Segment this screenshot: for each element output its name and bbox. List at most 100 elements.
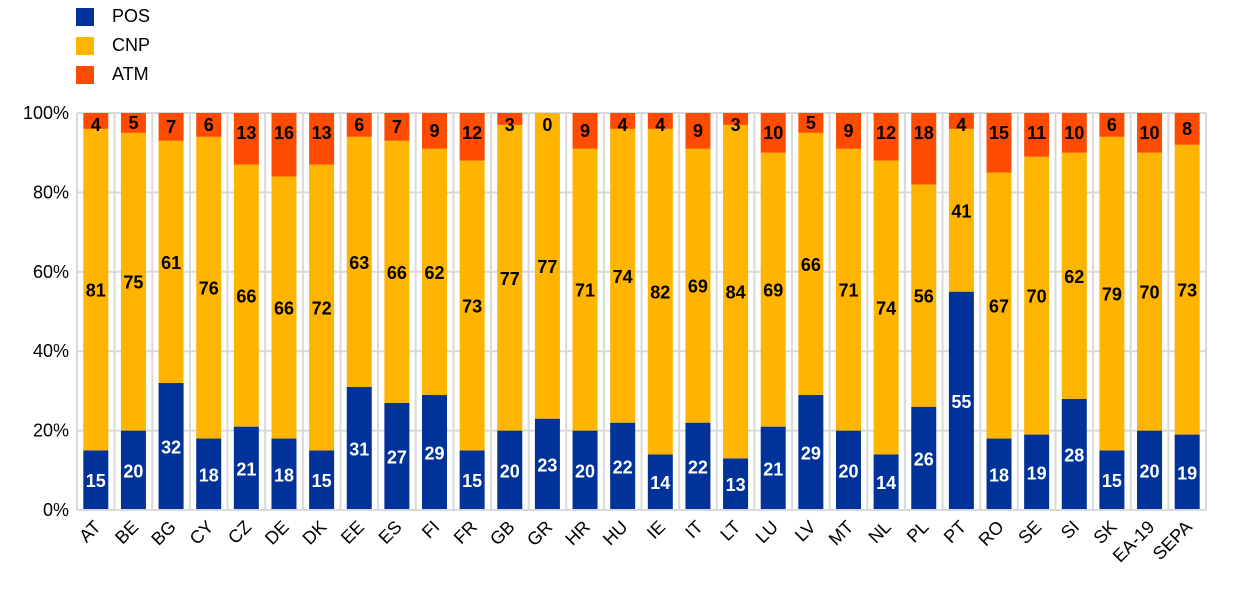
y-tick-label: 40%	[33, 341, 69, 361]
data-label-atm: 4	[618, 115, 628, 135]
data-label-atm: 5	[806, 113, 816, 133]
bar-pos-ee	[346, 386, 372, 510]
data-label-atm: 9	[843, 121, 853, 141]
bar-atm-be	[120, 113, 146, 133]
x-tick-label: NL	[865, 517, 895, 547]
bar-atm-bg	[158, 113, 184, 141]
legend-swatch-cnp	[76, 36, 94, 55]
bar-pos-cy	[196, 438, 222, 510]
data-label-cnp: 69	[688, 277, 708, 297]
bar-atm-lv	[798, 113, 824, 133]
data-label-atm: 9	[693, 121, 703, 141]
data-label-pos: 19	[1177, 463, 1197, 483]
bar-cnp-cz	[233, 164, 259, 427]
legend-swatch-atm	[76, 65, 94, 84]
bar-cnp-hr	[572, 148, 598, 431]
bar-atm-hu	[610, 113, 636, 129]
bar-cnp-ie	[647, 128, 673, 455]
bar-atm-ie	[647, 113, 673, 129]
data-label-cnp: 82	[650, 283, 670, 303]
data-label-cnp: 74	[876, 299, 896, 319]
data-label-cnp: 66	[274, 299, 294, 319]
bar-pos-be	[120, 430, 146, 510]
data-label-cnp: 70	[1140, 283, 1160, 303]
data-label-pos: 20	[838, 461, 858, 481]
data-label-pos: 20	[1140, 461, 1160, 481]
bar-atm-es	[384, 113, 410, 141]
bar-atm-fr	[459, 113, 485, 161]
data-label-pos: 22	[688, 457, 708, 477]
x-tick-label: FI	[418, 517, 443, 542]
bar-atm-de	[271, 113, 297, 177]
data-label-pos: 26	[914, 449, 934, 469]
y-tick-label: 80%	[33, 182, 69, 202]
legend-item-atm: ATM	[76, 60, 150, 89]
bar-atm-cy	[196, 113, 222, 137]
x-tick-label: FR	[450, 517, 481, 548]
data-label-atm: 8	[1182, 119, 1192, 139]
y-tick-label: 100%	[23, 103, 69, 123]
data-label-pos: 29	[425, 443, 445, 463]
bar-cnp-gb	[497, 124, 523, 431]
bar-pos-gb	[497, 430, 523, 510]
bar-cnp-be	[120, 132, 146, 431]
x-tick-label: AT	[75, 517, 104, 546]
data-label-cnp: 62	[425, 263, 445, 283]
data-label-pos: 23	[537, 455, 557, 475]
bar-atm-ee	[346, 113, 372, 137]
bar-atm-se	[1024, 113, 1050, 157]
bar-pos-es	[384, 402, 410, 510]
bar-cnp-nl	[873, 160, 899, 455]
x-tick-label: CY	[186, 517, 218, 549]
data-label-atm: 10	[1140, 123, 1160, 143]
bar-atm-fi	[422, 113, 448, 149]
bar-cnp-hu	[610, 128, 636, 423]
data-label-pos: 20	[575, 461, 595, 481]
bar-cnp-pt	[948, 128, 974, 292]
bar-cnp-bg	[158, 140, 184, 383]
data-label-pos: 18	[199, 465, 219, 485]
data-label-atm: 7	[166, 117, 176, 137]
bar-cnp-it	[685, 148, 711, 423]
data-label-cnp: 70	[1027, 287, 1047, 307]
data-label-cnp: 66	[236, 287, 256, 307]
data-label-atm: 4	[655, 115, 665, 135]
data-label-atm: 18	[914, 123, 934, 143]
data-label-pos: 14	[876, 473, 896, 493]
x-tick-label: IE	[643, 517, 669, 543]
bar-pos-lu	[760, 426, 786, 510]
bar-atm-it	[685, 113, 711, 149]
bar-cnp-at	[83, 128, 109, 451]
data-label-cnp: 61	[161, 253, 181, 273]
data-label-pos: 15	[1102, 471, 1122, 491]
x-tick-label: EA-19	[1109, 517, 1159, 567]
data-label-cnp: 73	[1177, 281, 1197, 301]
legend-item-pos: POS	[76, 2, 150, 31]
bar-pos-si	[1061, 398, 1087, 510]
data-label-atm: 5	[128, 113, 138, 133]
bar-atm-cz	[233, 113, 259, 165]
data-label-atm: 4	[956, 115, 966, 135]
data-label-atm: 6	[204, 115, 214, 135]
data-label-cnp: 63	[349, 253, 369, 273]
legend-swatch-pos	[76, 7, 94, 26]
bar-cnp-ee	[346, 136, 372, 387]
bar-atm-lu	[760, 113, 786, 153]
x-tick-label: MT	[825, 517, 858, 550]
data-label-atm: 13	[312, 123, 332, 143]
bar-pos-cz	[233, 426, 259, 510]
data-label-atm: 9	[580, 121, 590, 141]
x-tick-label: CZ	[224, 517, 255, 548]
data-label-atm: 12	[876, 123, 896, 143]
data-label-cnp: 73	[462, 297, 482, 317]
data-label-atm: 6	[1107, 115, 1117, 135]
bar-pos-at	[83, 450, 109, 510]
bar-atm-lt	[723, 113, 749, 125]
bar-pos-pl	[911, 406, 937, 510]
bar-pos-pt	[948, 291, 974, 510]
data-label-cnp: 71	[575, 281, 595, 301]
bar-pos-hr	[572, 430, 598, 510]
y-tick-label: 20%	[33, 421, 69, 441]
bar-cnp-se	[1024, 156, 1050, 435]
bar-atm-hr	[572, 113, 598, 149]
